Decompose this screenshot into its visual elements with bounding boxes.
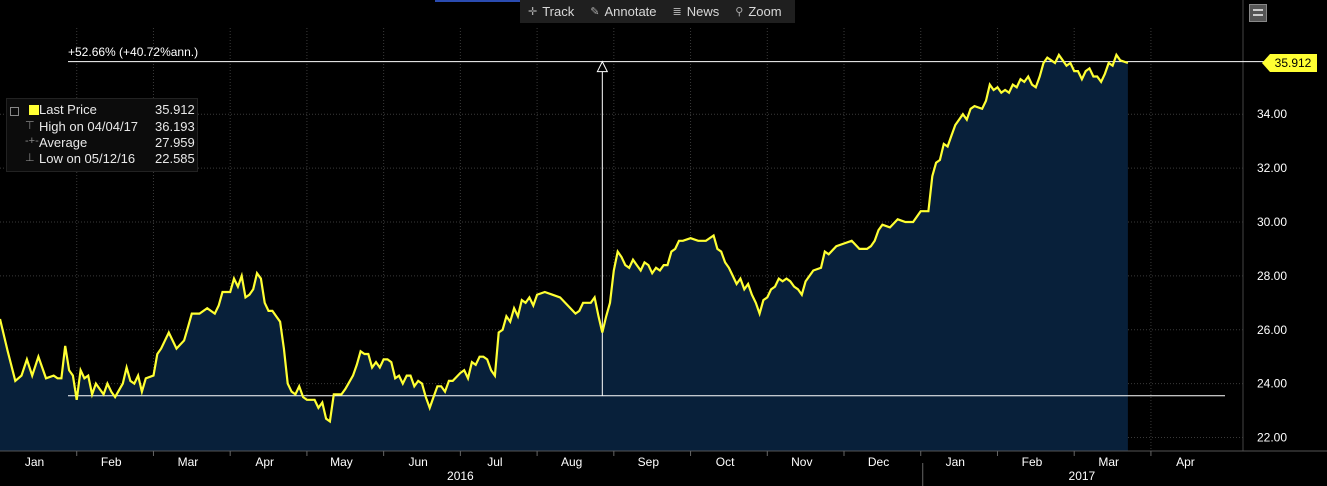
chart-toolbar: ✛ Track ✎ Annotate ≣ News ⚲ Zoom (520, 0, 795, 23)
legend-low: ⊥ Low on 05/12/16 22.585 (7, 151, 197, 167)
annotate-label: Annotate (604, 4, 657, 19)
news-label: News (686, 4, 720, 19)
high-value: 36.193 (155, 119, 195, 134)
last-price-label: Last Price (39, 102, 97, 117)
reference-lines (68, 60, 1268, 397)
x-tick-label: Feb (101, 455, 122, 469)
low-label: Low on 05/12/16 (39, 151, 136, 166)
y-tick-label: 26.00 (1257, 323, 1287, 337)
series-swatch (29, 105, 39, 115)
x-tick-label: Jul (487, 455, 502, 469)
x-tick-label: Dec (868, 455, 889, 469)
track-label: Track (542, 4, 575, 19)
news-icon: ≣ (672, 6, 682, 18)
y-tick-label: 22.00 (1257, 431, 1287, 445)
legend-last-price: Last Price 35.912 (7, 102, 197, 118)
x-tick-label: Apr (1176, 455, 1195, 469)
x-tick-label: Jan (946, 455, 965, 469)
price-line (0, 52, 1129, 424)
performance-annotation: +52.66% (+40.72%ann.) (68, 45, 198, 59)
y-tick-label: 30.00 (1257, 215, 1287, 229)
x-tick-label: Feb (1022, 455, 1043, 469)
x-tick-label: Jan (25, 455, 44, 469)
legend-average: -+- Average 27.959 (7, 135, 197, 151)
x-tick-label: Mar (178, 455, 199, 469)
zoom-label: Zoom (748, 4, 782, 19)
y-tick-label: 34.00 (1257, 107, 1287, 121)
x-axis: Jan Feb Mar Apr May Jun Jul Aug Sep Oct Nov Dec Jan F… (0, 450, 1327, 486)
zoom-button[interactable]: ⚲ Zoom (727, 0, 789, 23)
x-axis-band (0, 451, 1327, 486)
x-tick-label: Mar (1098, 455, 1119, 469)
x-tick-label: Jun (408, 455, 427, 469)
last-price-tag: 35.912 (1262, 54, 1317, 73)
x-tick-label: Oct (716, 455, 735, 469)
year-label: 2016 (447, 469, 474, 483)
year-label: 2017 (1069, 469, 1096, 483)
crosshair-icon: ✛ (528, 6, 538, 18)
window-accent-bar (435, 0, 575, 2)
price-tag-shape (1262, 54, 1317, 73)
high-label: High on 04/04/17 (39, 119, 139, 134)
price-area (0, 54, 1128, 452)
y-tick-label: 32.00 (1257, 161, 1287, 175)
annotate-button[interactable]: ✎ Annotate (582, 0, 664, 23)
x-tick-label: Sep (638, 455, 660, 469)
news-button[interactable]: ≣ News (665, 0, 728, 23)
price-tag-value: 35.912 (1275, 56, 1312, 70)
high-marker-icon: ⊤ (25, 120, 35, 132)
average-value: 27.959 (155, 135, 195, 150)
x-tick-label: Apr (255, 455, 274, 469)
average-marker-icon: -+- (25, 135, 39, 147)
x-tick-label: May (330, 455, 353, 469)
legend: Last Price 35.912 ⊤ High on 04/04/17 36.… (6, 98, 198, 172)
track-button[interactable]: ✛ Track (520, 0, 582, 23)
pencil-icon: ✎ (590, 6, 600, 18)
x-tick-label: Aug (561, 455, 582, 469)
low-value: 22.585 (155, 151, 195, 166)
legend-collapse-icon[interactable] (10, 107, 19, 116)
change-arrow-head (596, 60, 609, 73)
legend-high: ⊤ High on 04/04/17 36.193 (7, 119, 197, 135)
magnifier-icon: ⚲ (735, 6, 744, 18)
y-tick-label: 28.00 (1257, 269, 1287, 283)
average-label: Average (39, 135, 88, 150)
x-tick-label: Nov (791, 455, 812, 469)
chart-menu-button[interactable] (1249, 4, 1267, 22)
y-tick-label: 24.00 (1257, 377, 1287, 391)
last-price-value: 35.912 (155, 102, 195, 117)
y-axis: 22.00 24.00 26.00 28.00 30.00 32.00 34.00 (1257, 107, 1287, 444)
low-marker-icon: ⊥ (25, 152, 35, 164)
